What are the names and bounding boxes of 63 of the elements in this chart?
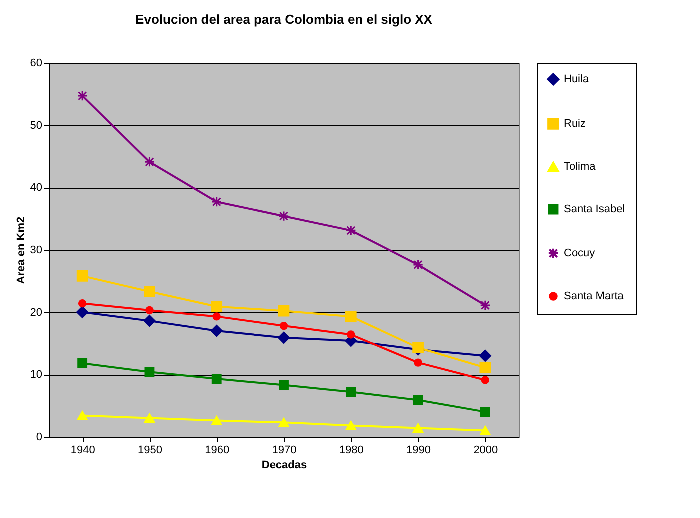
point <box>278 418 290 428</box>
point <box>76 306 89 318</box>
point <box>280 322 288 330</box>
y-tick-label: 10 <box>30 369 42 382</box>
y-tick-label: 40 <box>30 182 42 194</box>
point <box>346 387 356 398</box>
legend-label: Santa Isabel <box>564 204 626 216</box>
y-tick-label: 50 <box>30 120 42 132</box>
point <box>278 211 290 222</box>
x-tick-label: 2000 <box>474 444 498 456</box>
point <box>412 424 424 433</box>
point <box>146 306 154 315</box>
point <box>211 301 223 312</box>
point <box>278 305 290 317</box>
x-axis-title: Decadas <box>262 460 308 472</box>
point <box>78 358 88 368</box>
point <box>481 376 490 384</box>
point <box>76 270 88 282</box>
point <box>347 330 356 339</box>
point <box>345 311 357 322</box>
point <box>346 421 356 430</box>
legend-label: Cocuy <box>564 248 596 260</box>
point <box>412 342 424 354</box>
point <box>479 350 492 362</box>
x-tick-label: 1980 <box>339 444 364 456</box>
point <box>77 411 88 421</box>
point <box>480 362 492 374</box>
y-tick-label: 0 <box>36 432 42 444</box>
point <box>212 196 222 208</box>
legend-label: Huila <box>564 74 590 86</box>
point <box>212 374 222 384</box>
x-tick-label: 1940 <box>70 444 96 456</box>
x-tick-label: 1970 <box>272 444 297 456</box>
point <box>412 260 424 270</box>
point <box>212 312 221 321</box>
y-tick-label: 60 <box>30 58 42 70</box>
point <box>278 332 290 344</box>
point <box>480 426 491 436</box>
point <box>210 325 223 338</box>
y-axis-title: Area en Km2 <box>15 216 28 284</box>
point <box>144 414 156 424</box>
y-tick-label: 20 <box>30 306 42 319</box>
point <box>78 300 87 308</box>
point <box>279 380 289 390</box>
point <box>144 286 156 298</box>
point <box>480 407 490 418</box>
x-tick-label: 1990 <box>406 444 432 456</box>
legend-label: Ruiz <box>564 118 586 130</box>
point <box>346 225 356 236</box>
chart-title: Evolucion del area para Colombia en el siglo XX <box>136 12 433 27</box>
point <box>212 416 222 426</box>
point <box>144 315 156 328</box>
x-tick-label: 1960 <box>205 444 230 456</box>
point <box>413 395 424 406</box>
legend-label: Tolima <box>564 161 597 173</box>
y-tick-label: 30 <box>30 244 42 256</box>
x-tick-label: 1950 <box>138 444 162 456</box>
point <box>77 90 88 102</box>
point <box>144 156 156 168</box>
point <box>144 367 155 378</box>
point <box>480 300 491 311</box>
legend-label: Santa Marta <box>564 290 625 302</box>
point <box>414 358 422 367</box>
